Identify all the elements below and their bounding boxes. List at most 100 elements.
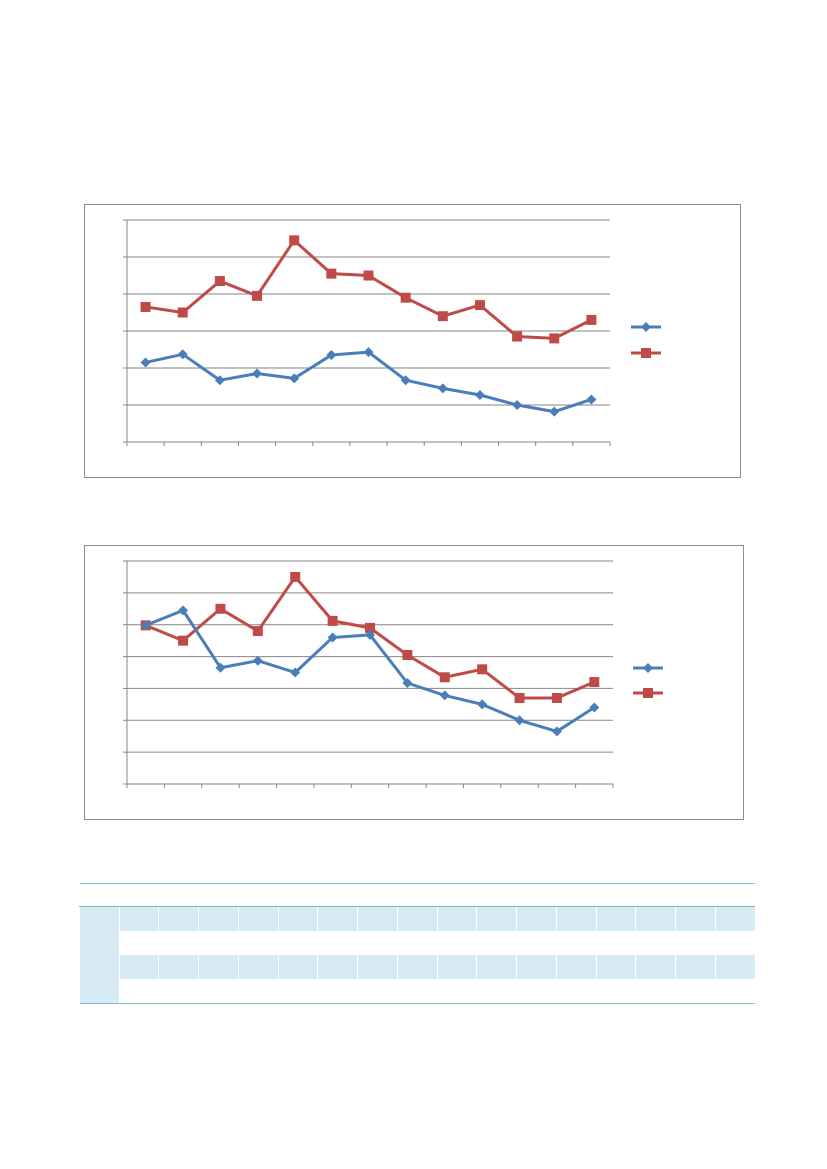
table-cell: [635, 883, 676, 907]
table-cell: [714, 906, 755, 931]
series-red-point: [589, 677, 600, 688]
table-cell: [516, 883, 557, 907]
series-red-point: [402, 649, 413, 660]
table-cell: [237, 906, 279, 931]
series-blue-point: [140, 620, 151, 631]
table-cell: [317, 979, 358, 1004]
table-cell: [119, 931, 159, 955]
series-blue-line: [145, 350, 592, 414]
table-cell: [437, 979, 477, 1004]
table-cell: [437, 883, 477, 907]
data-table-body: [79, 883, 755, 1004]
table-cell: [317, 906, 358, 931]
table-cell: [198, 906, 239, 931]
table-cell: [715, 979, 755, 1004]
series-red-point: [477, 664, 488, 675]
table-cell: [317, 931, 358, 955]
table-cell: [476, 931, 517, 955]
table-cell: [158, 979, 199, 1004]
table-cell: [119, 979, 159, 1004]
table-cell: [516, 906, 557, 931]
table-cell: [158, 906, 199, 931]
table-cell: [516, 979, 557, 1004]
table-cell: [198, 979, 239, 1004]
series-blue-point: [512, 400, 523, 410]
table-cell: [198, 955, 239, 979]
series-blue-point: [474, 390, 485, 401]
series-red-point: [514, 692, 525, 703]
series-blue-point: [214, 375, 225, 386]
data-table: [79, 883, 755, 1004]
series-blue-point: [586, 394, 597, 405]
table-cell: [715, 931, 755, 955]
series-blue-point: [140, 357, 151, 368]
series-red-point: [400, 292, 411, 303]
series-blue-point: [402, 678, 413, 689]
table-cell: [476, 906, 517, 931]
series-blue-point: [252, 655, 263, 666]
series-red-point: [140, 301, 151, 312]
table-cell: [436, 955, 477, 979]
table-cell: [476, 955, 517, 979]
table-cell: [595, 906, 636, 931]
table-cell: [357, 979, 398, 1004]
table-row: [79, 979, 755, 1004]
series-red-point: [365, 622, 375, 633]
table-cell: [675, 979, 716, 1004]
series-red-point: [178, 635, 189, 646]
series-red-point: [512, 331, 523, 342]
table-cell: [596, 979, 636, 1004]
table-cell: [238, 979, 279, 1004]
table-header-row: [79, 883, 755, 907]
series-red-point: [252, 626, 263, 637]
table-cell: [238, 883, 279, 907]
table-cell: [555, 906, 597, 931]
table-cell: [198, 883, 239, 907]
legend-swatch-red-marker: [641, 348, 651, 358]
table-cell: [635, 906, 676, 931]
series-red-point: [327, 615, 338, 626]
table-cell: [397, 979, 438, 1004]
table-row: [79, 931, 755, 955]
series-blue-point: [326, 350, 337, 361]
legend-swatch-blue-marker: [643, 663, 653, 673]
chart-2-svg: [123, 560, 663, 788]
series-blue-point: [252, 368, 263, 379]
series-blue-point: [439, 690, 450, 701]
table-cell: [158, 955, 199, 979]
series-red-point: [215, 603, 226, 614]
table-cell: [317, 883, 358, 907]
series-red-line: [145, 238, 593, 340]
table-cell: [556, 979, 597, 1004]
table-cell: [396, 955, 438, 979]
table-cell: [714, 955, 755, 979]
series-blue-point: [327, 632, 338, 643]
series-blue-point: [551, 726, 562, 737]
table-cell: [396, 906, 438, 931]
table-cell: [79, 955, 120, 979]
series-red-point: [551, 692, 562, 703]
table-cell: [357, 931, 398, 955]
legend-swatch-blue-marker: [641, 322, 651, 332]
series-red-point: [474, 300, 485, 311]
series-blue-point: [365, 629, 375, 640]
series-blue-point: [549, 406, 560, 417]
table-cell: [278, 883, 318, 907]
series-blue-point: [437, 383, 448, 394]
table-cell: [715, 883, 755, 907]
series-red-point: [214, 276, 225, 287]
table-cell: [277, 955, 318, 979]
series-blue-point: [215, 662, 226, 673]
table-cell: [278, 979, 318, 1004]
table-cell: [675, 931, 716, 955]
series-blue-point: [290, 667, 301, 678]
table-cell: [555, 955, 597, 979]
series-red-point: [289, 235, 300, 246]
chart-2: [84, 545, 744, 820]
table-cell: [556, 883, 597, 907]
table-cell: [158, 931, 199, 955]
table-cell: [516, 955, 557, 979]
table-cell: [436, 906, 477, 931]
table-cell: [675, 883, 716, 907]
series-blue-point: [289, 373, 300, 384]
